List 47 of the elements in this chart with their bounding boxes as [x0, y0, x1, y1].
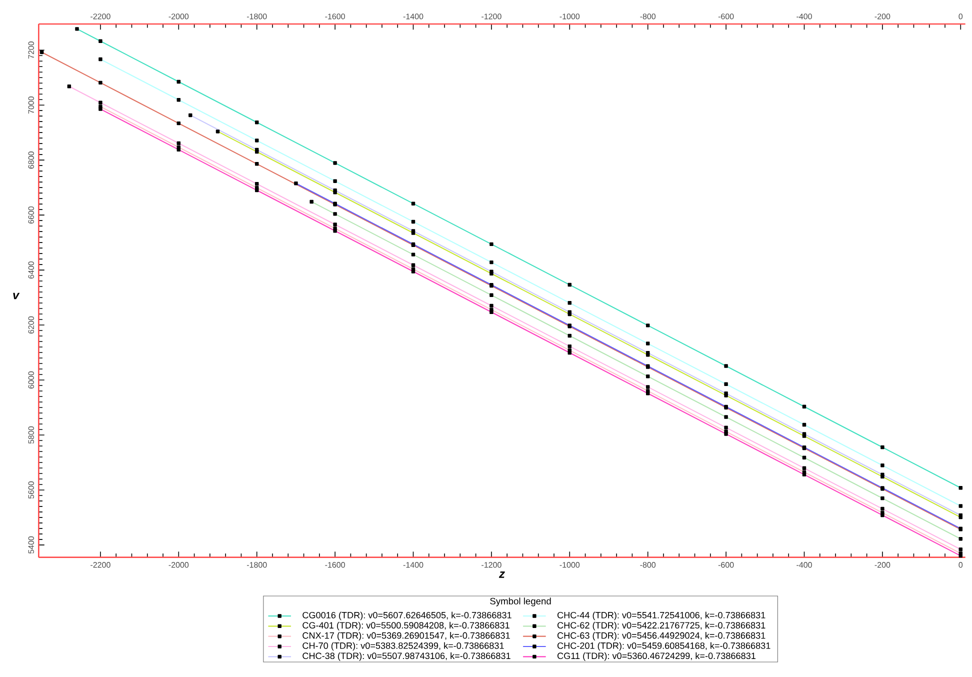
x2-tick-label: 0 [958, 13, 963, 20]
x2-tick-label: -1000 [560, 13, 580, 20]
x2-tick-label: -1800 [246, 13, 267, 20]
x-tick-label: -800 [640, 562, 656, 568]
x-tick-label: -2000 [168, 562, 189, 568]
x-tick-label: -1800 [246, 562, 267, 568]
y-tick-label: 7000 [28, 96, 34, 114]
x2-tick-label: -1600 [325, 13, 345, 20]
x2-tick-label: -800 [640, 13, 656, 20]
legend-label: CG-401 (TDR): v0=5500.59084208, k=-0.73866831 [302, 622, 510, 630]
legend-label: CHC-38 (TDR): v0=5507.98743106, k=-0.73866831 [302, 652, 510, 661]
y-axis-title: v [13, 292, 20, 299]
legend-label: CHC-201 (TDR): v0=5459.60854168, k=-0.73866831 [557, 642, 770, 651]
legend-label: CHC-44 (TDR): v0=5541.72541006, k=-0.73866831 [557, 612, 766, 620]
y-tick-label: 6400 [28, 261, 34, 278]
y-tick-label: 6800 [28, 151, 34, 168]
x2-tick-label: -2000 [168, 13, 189, 20]
x2-tick-label: -1200 [482, 13, 502, 20]
x-tick-label: -1200 [482, 562, 502, 568]
y-tick-label: 5400 [28, 536, 34, 554]
x-tick-label: 0 [958, 562, 963, 568]
x2-tick-label: -2200 [90, 13, 110, 20]
x-tick-label: -1400 [403, 562, 424, 568]
x-tick-label: -600 [718, 562, 734, 568]
x-tick-label: -200 [874, 562, 890, 568]
legend-label: CG0016 (TDR): v0=5607.62646505, k=-0.73866831 [302, 612, 512, 620]
y-tick-label: 6600 [28, 206, 34, 224]
x-tick-label: -1000 [560, 562, 580, 568]
x-tick-label: -1600 [325, 562, 345, 568]
y-tick-label: 7200 [28, 41, 34, 58]
x-tick-label: -2200 [90, 562, 110, 568]
y-tick-label: 6000 [28, 371, 34, 388]
legend-label: CHC-62 (TDR): v0=5422.21767725, k=-0.73866831 [557, 622, 766, 630]
x-axis-title: z [498, 571, 505, 578]
x2-tick-label: -600 [718, 13, 734, 20]
legend-label: CG11 (TDR): v0=5360.46724299, k=-0.73866831 [557, 652, 756, 661]
legend-title: Symbol legend [490, 597, 551, 606]
legend-label: CNX-17 (TDR): v0=5369.26901547, k=-0.73866831 [302, 632, 510, 640]
y-tick-label: 5600 [28, 481, 34, 498]
legend-label: CH-70 (TDR): v0=5383.82524399, k=-0.73866831 [302, 642, 504, 651]
x2-tick-label: -1400 [403, 13, 424, 20]
y-tick-label: 5800 [28, 426, 34, 444]
x2-tick-label: -400 [796, 13, 812, 20]
x-tick-label: -400 [796, 562, 812, 568]
x2-tick-label: -200 [874, 13, 890, 20]
y-tick-label: 6200 [28, 316, 34, 334]
legend-label: CHC-63 (TDR): v0=5456.44929024, k=-0.73866831 [557, 632, 766, 640]
